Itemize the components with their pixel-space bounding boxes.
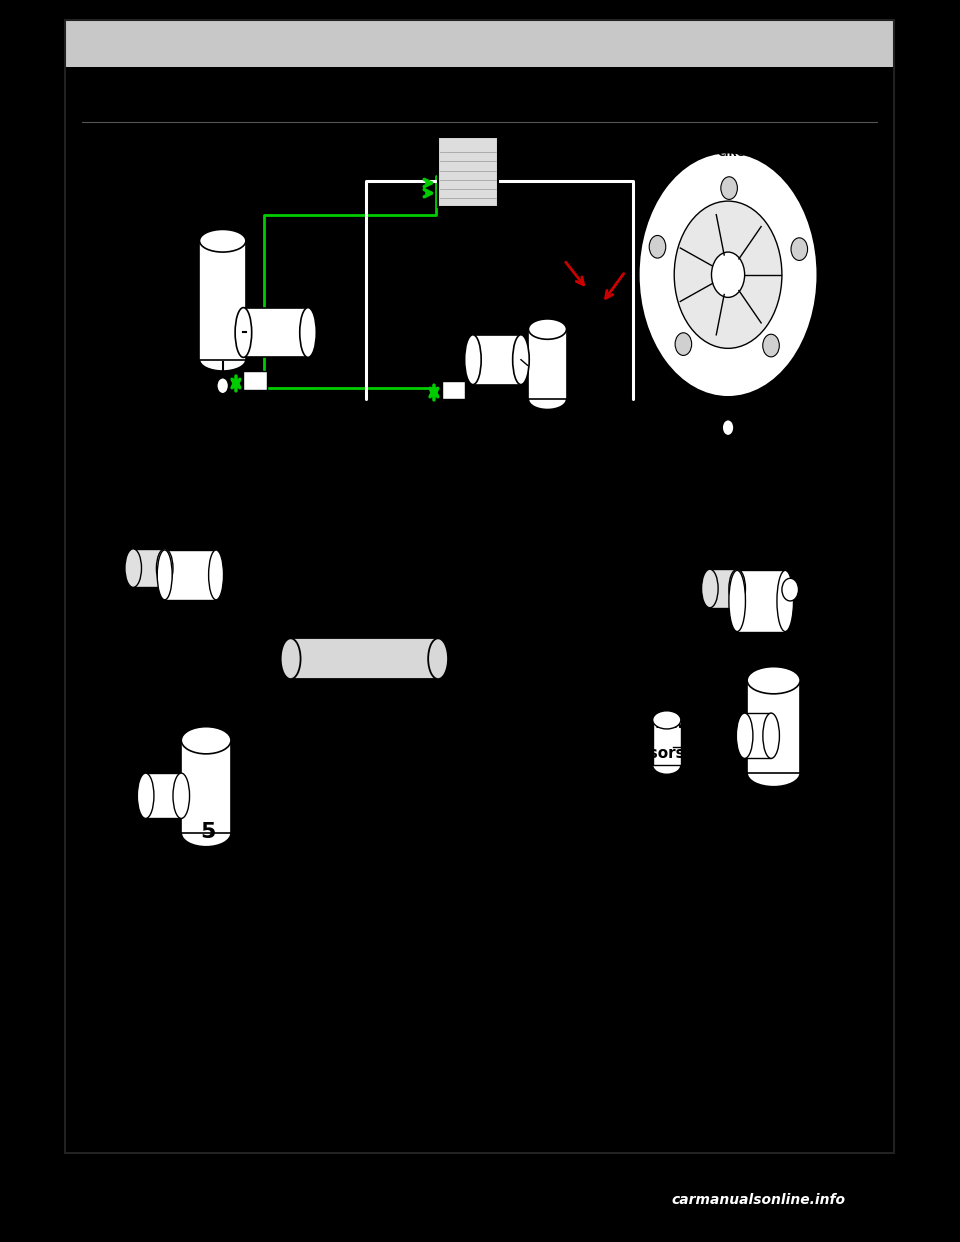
Ellipse shape <box>513 335 529 385</box>
Bar <box>653 720 681 765</box>
Ellipse shape <box>125 549 141 587</box>
Bar <box>165 550 216 600</box>
Ellipse shape <box>777 570 794 631</box>
Ellipse shape <box>200 348 246 371</box>
Circle shape <box>763 334 780 356</box>
Circle shape <box>721 176 737 200</box>
Ellipse shape <box>747 667 800 694</box>
Bar <box>65 20 894 67</box>
Ellipse shape <box>181 727 231 754</box>
Text: EHC I Single Axle Air Suspension E39/E53: EHC I Single Axle Air Suspension E39/E53 <box>307 430 652 448</box>
Ellipse shape <box>465 335 481 385</box>
Ellipse shape <box>208 550 224 600</box>
FancyBboxPatch shape <box>438 137 497 206</box>
Text: ENCAPSULATED
AIR SUPPLY
SYSTEM: ENCAPSULATED AIR SUPPLY SYSTEM <box>728 425 820 457</box>
Text: EHC
CONTROL
MODULE: EHC CONTROL MODULE <box>451 125 508 159</box>
Text: 14: 14 <box>90 1113 113 1131</box>
Circle shape <box>722 420 733 436</box>
Ellipse shape <box>428 638 448 679</box>
Text: REAR AXLE LEVEL
SENSORS (HALL EFFECT): REAR AXLE LEVEL SENSORS (HALL EFFECT) <box>215 435 360 456</box>
Ellipse shape <box>300 308 316 358</box>
Ellipse shape <box>747 760 800 786</box>
Bar <box>709 569 737 607</box>
Text: 6.  Control Unit: 6. Control Unit <box>484 863 614 878</box>
Text: EHC II Dual Axle Air Suspension E53: EHC II Dual Axle Air Suspension E53 <box>298 924 661 941</box>
Text: 6: 6 <box>310 515 325 535</box>
Circle shape <box>781 579 799 601</box>
Ellipse shape <box>729 570 746 631</box>
Bar <box>443 381 465 400</box>
Circle shape <box>638 153 818 397</box>
Ellipse shape <box>528 319 566 339</box>
Text: 4: 4 <box>391 609 406 628</box>
Circle shape <box>217 378 228 394</box>
Circle shape <box>791 237 807 261</box>
Ellipse shape <box>235 308 252 358</box>
Ellipse shape <box>200 230 246 252</box>
Ellipse shape <box>157 550 172 600</box>
Text: 2: 2 <box>807 697 823 717</box>
Text: EHC System Overview: EHC System Overview <box>99 97 408 120</box>
Bar <box>473 335 521 385</box>
Bar <box>244 308 308 358</box>
Text: 2.  Rear Axle Air Bellows: 2. Rear Axle Air Bellows <box>484 717 693 732</box>
Circle shape <box>674 201 781 348</box>
Bar <box>737 570 785 631</box>
Ellipse shape <box>528 389 566 410</box>
Bar <box>200 241 246 360</box>
Text: 5: 5 <box>200 822 215 842</box>
Ellipse shape <box>729 569 746 607</box>
Text: 3.  Ride Height Sensors: 3. Ride Height Sensors <box>484 745 684 760</box>
Ellipse shape <box>653 710 681 729</box>
Bar <box>181 740 231 833</box>
Ellipse shape <box>137 773 154 818</box>
Bar <box>244 371 267 390</box>
Circle shape <box>675 333 691 355</box>
Text: Level Control Systems: Level Control Systems <box>90 1131 214 1141</box>
Text: 1: 1 <box>786 523 803 543</box>
Bar <box>528 329 566 400</box>
Text: 3: 3 <box>689 718 705 738</box>
Text: SEPARATE (L/R)
AIR SUPPLY
CIRCUITS: SEPARATE (L/R) AIR SUPPLY CIRCUITS <box>700 125 790 159</box>
Circle shape <box>711 252 745 297</box>
Ellipse shape <box>653 756 681 774</box>
Bar <box>291 638 438 679</box>
Ellipse shape <box>736 713 753 759</box>
Ellipse shape <box>280 638 300 679</box>
Ellipse shape <box>156 549 173 587</box>
Text: Valve Unit: Valve Unit <box>484 802 598 817</box>
Ellipse shape <box>173 773 189 818</box>
Text: 4.  Pressure Accumulator/: 4. Pressure Accumulator/ <box>484 781 706 796</box>
Bar <box>745 713 771 759</box>
Bar <box>146 773 181 818</box>
Ellipse shape <box>181 820 231 847</box>
Circle shape <box>649 236 666 258</box>
Bar <box>133 549 165 587</box>
Bar <box>747 681 800 773</box>
Text: carmanualsonline.info: carmanualsonline.info <box>671 1192 846 1207</box>
Ellipse shape <box>702 569 718 607</box>
Ellipse shape <box>763 713 780 759</box>
Text: 1.  Air Supply Unit: 1. Air Supply Unit <box>484 687 639 702</box>
Text: AIR SPRINGS WITH
1 LITER AIR
RESERVOIRS: AIR SPRINGS WITH 1 LITER AIR RESERVOIRS <box>180 125 290 159</box>
Text: 5.  Front Axle Air Bellows: 5. Front Axle Air Bellows <box>484 835 699 850</box>
